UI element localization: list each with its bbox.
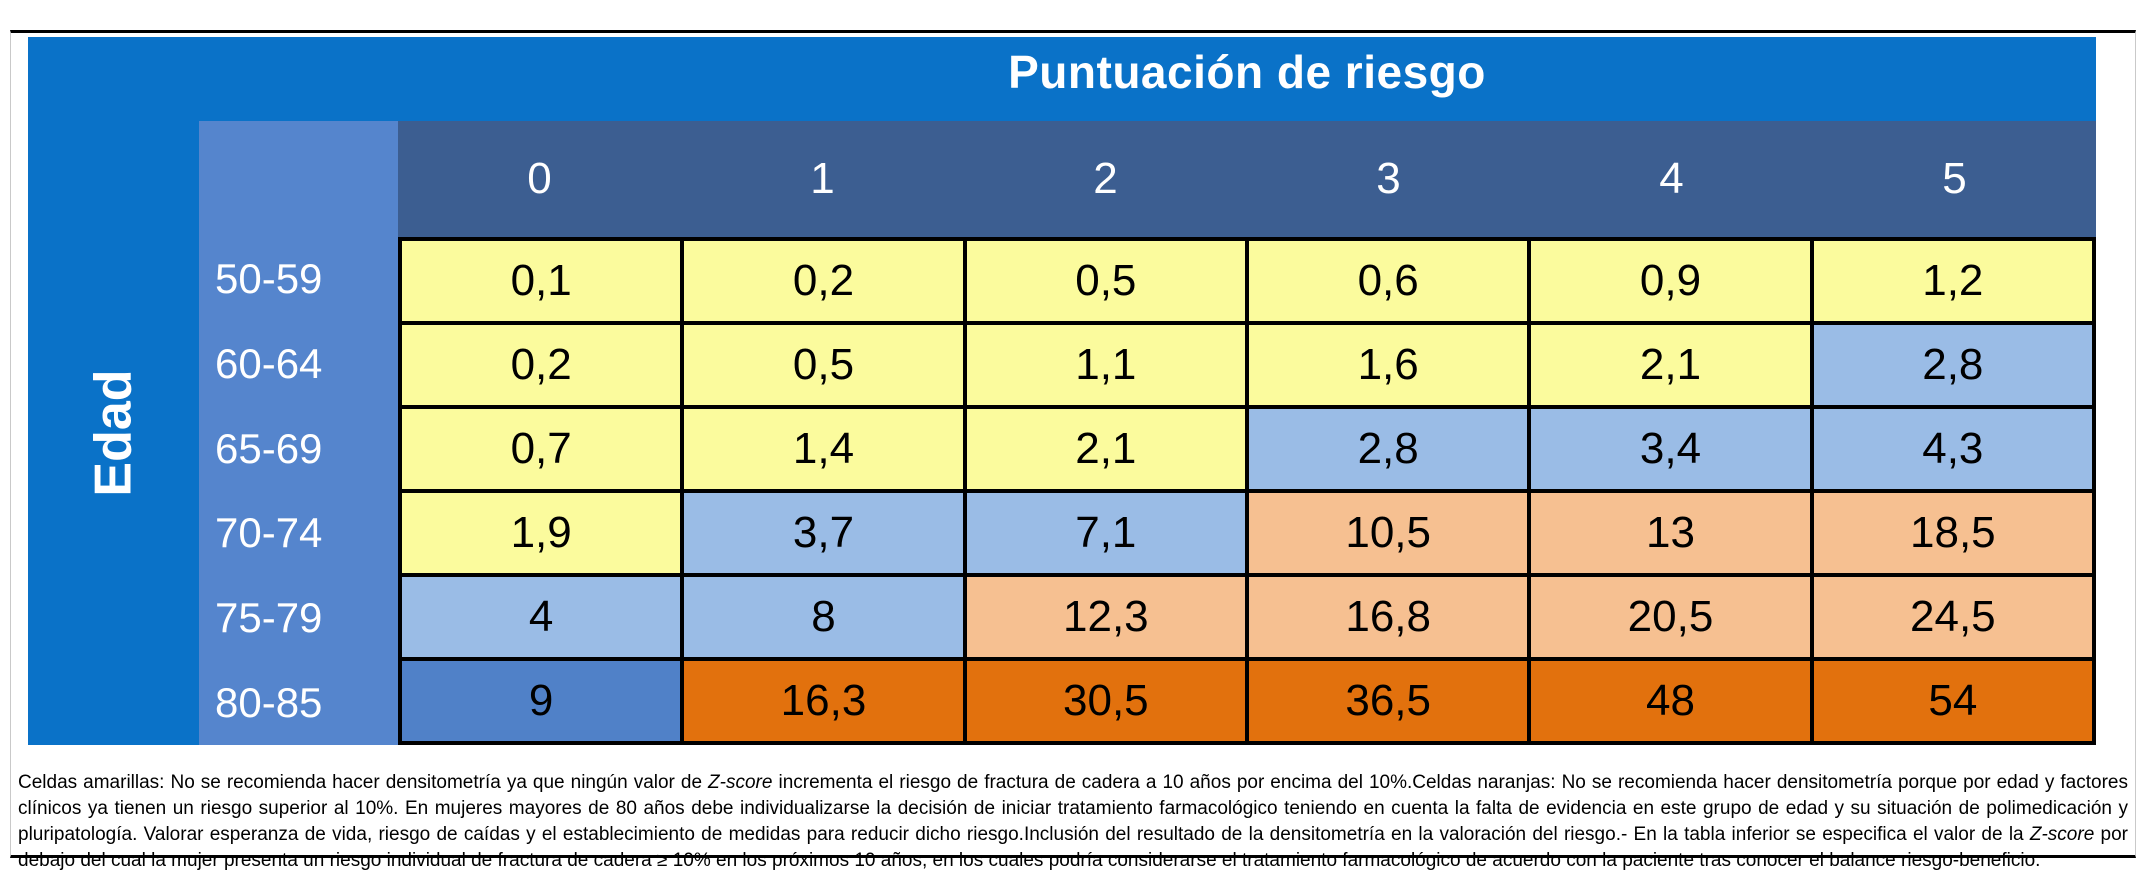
row-label: 80-85 [215, 678, 323, 726]
column-header: 1 [810, 154, 835, 203]
risk-cell: 9 [400, 659, 683, 743]
risk-cell: 48 [1529, 659, 1812, 743]
row-label: 50-59 [215, 255, 323, 303]
risk-cell: 0,7 [400, 407, 683, 491]
row-label-column-background [199, 121, 398, 745]
risk-cell: 30,5 [964, 659, 1247, 743]
risk-cell: 0,2 [682, 239, 965, 323]
risk-cell: 0,9 [1529, 239, 1812, 323]
footnote-segment: Celdas amarillas: No se recomienda hacer… [18, 772, 709, 793]
risk-cell: 16,8 [1247, 575, 1530, 659]
risk-cell: 0,2 [400, 323, 683, 407]
risk-cell: 3,4 [1529, 407, 1812, 491]
risk-cell: 18,5 [1811, 491, 2094, 575]
row-label: 60-64 [215, 340, 323, 387]
risk-cell: 7,1 [964, 491, 1247, 575]
footnote-segment: por debajo del cual la mujer presenta un… [18, 824, 2128, 871]
risk-cell: 0,5 [964, 239, 1247, 323]
risk-cell: 0,6 [1247, 239, 1530, 323]
column-header: 2 [1093, 154, 1118, 203]
risk-cell: 0,5 [682, 323, 965, 407]
row-label: 70-74 [215, 509, 323, 557]
risk-cell: 8 [682, 575, 965, 659]
risk-cell: 10,5 [1247, 491, 1530, 575]
risk-cell: 13 [1529, 491, 1812, 575]
risk-cell: 3,7 [682, 491, 965, 575]
risk-cell: 2,8 [1811, 323, 2094, 407]
risk-cell: 16,3 [682, 659, 965, 743]
risk-cell: 36,5 [1247, 659, 1530, 743]
risk-cell: 20,5 [1529, 575, 1812, 659]
row-label: 75-79 [215, 594, 323, 642]
table-title: Puntuación de riesgo [1008, 46, 1486, 98]
risk-cell: 1,4 [682, 407, 965, 491]
risk-cell: 1,6 [1247, 323, 1530, 407]
risk-cell: 1,9 [400, 491, 683, 575]
risk-cell: 4 [400, 575, 683, 659]
risk-cell: 0,1 [400, 239, 683, 323]
figure-frame: Puntuación de riesgo 0 1 2 3 4 5 Edad 50-59 60… [10, 30, 2136, 871]
footnote-segment: incrementa el riesgo de fractura de cade… [18, 772, 2128, 845]
risk-cell: 54 [1811, 659, 2094, 743]
age-axis-label: Edad [84, 369, 143, 497]
column-header: 3 [1376, 154, 1401, 203]
risk-cell: 4,3 [1811, 407, 2094, 491]
risk-cell: 1,2 [1811, 239, 2094, 323]
footnote-text: Celdas amarillas: No se recomienda hacer… [18, 770, 2128, 874]
risk-table: Puntuación de riesgo 0 1 2 3 4 5 Edad 50-59 60… [28, 37, 2096, 745]
footnote-italic-term: Z-score [708, 772, 773, 793]
risk-cell: 2,8 [1247, 407, 1530, 491]
row-label: 65-69 [215, 424, 323, 472]
footnote-italic-term: Z-score [2029, 824, 2095, 845]
risk-cell: 24,5 [1811, 575, 2094, 659]
risk-cell: 2,1 [1529, 323, 1812, 407]
row-labels: 50-59 60-64 65-69 70-74 75-79 80-85 [199, 237, 398, 745]
column-header-band: 0 1 2 3 4 5 [398, 121, 2096, 237]
column-header: 5 [1942, 154, 1967, 203]
column-header: 4 [1659, 154, 1684, 203]
risk-grid: 0,1 0,2 0,5 0,6 0,9 1,2 0,2 0,5 1,1 1,6 2,1 2,8 0,7 1… [398, 237, 2096, 745]
risk-cell: 12,3 [964, 575, 1247, 659]
column-header: 0 [527, 154, 552, 203]
risk-cell: 2,1 [964, 407, 1247, 491]
age-axis-label-wrap: Edad [28, 121, 199, 745]
risk-cell: 1,1 [964, 323, 1247, 407]
